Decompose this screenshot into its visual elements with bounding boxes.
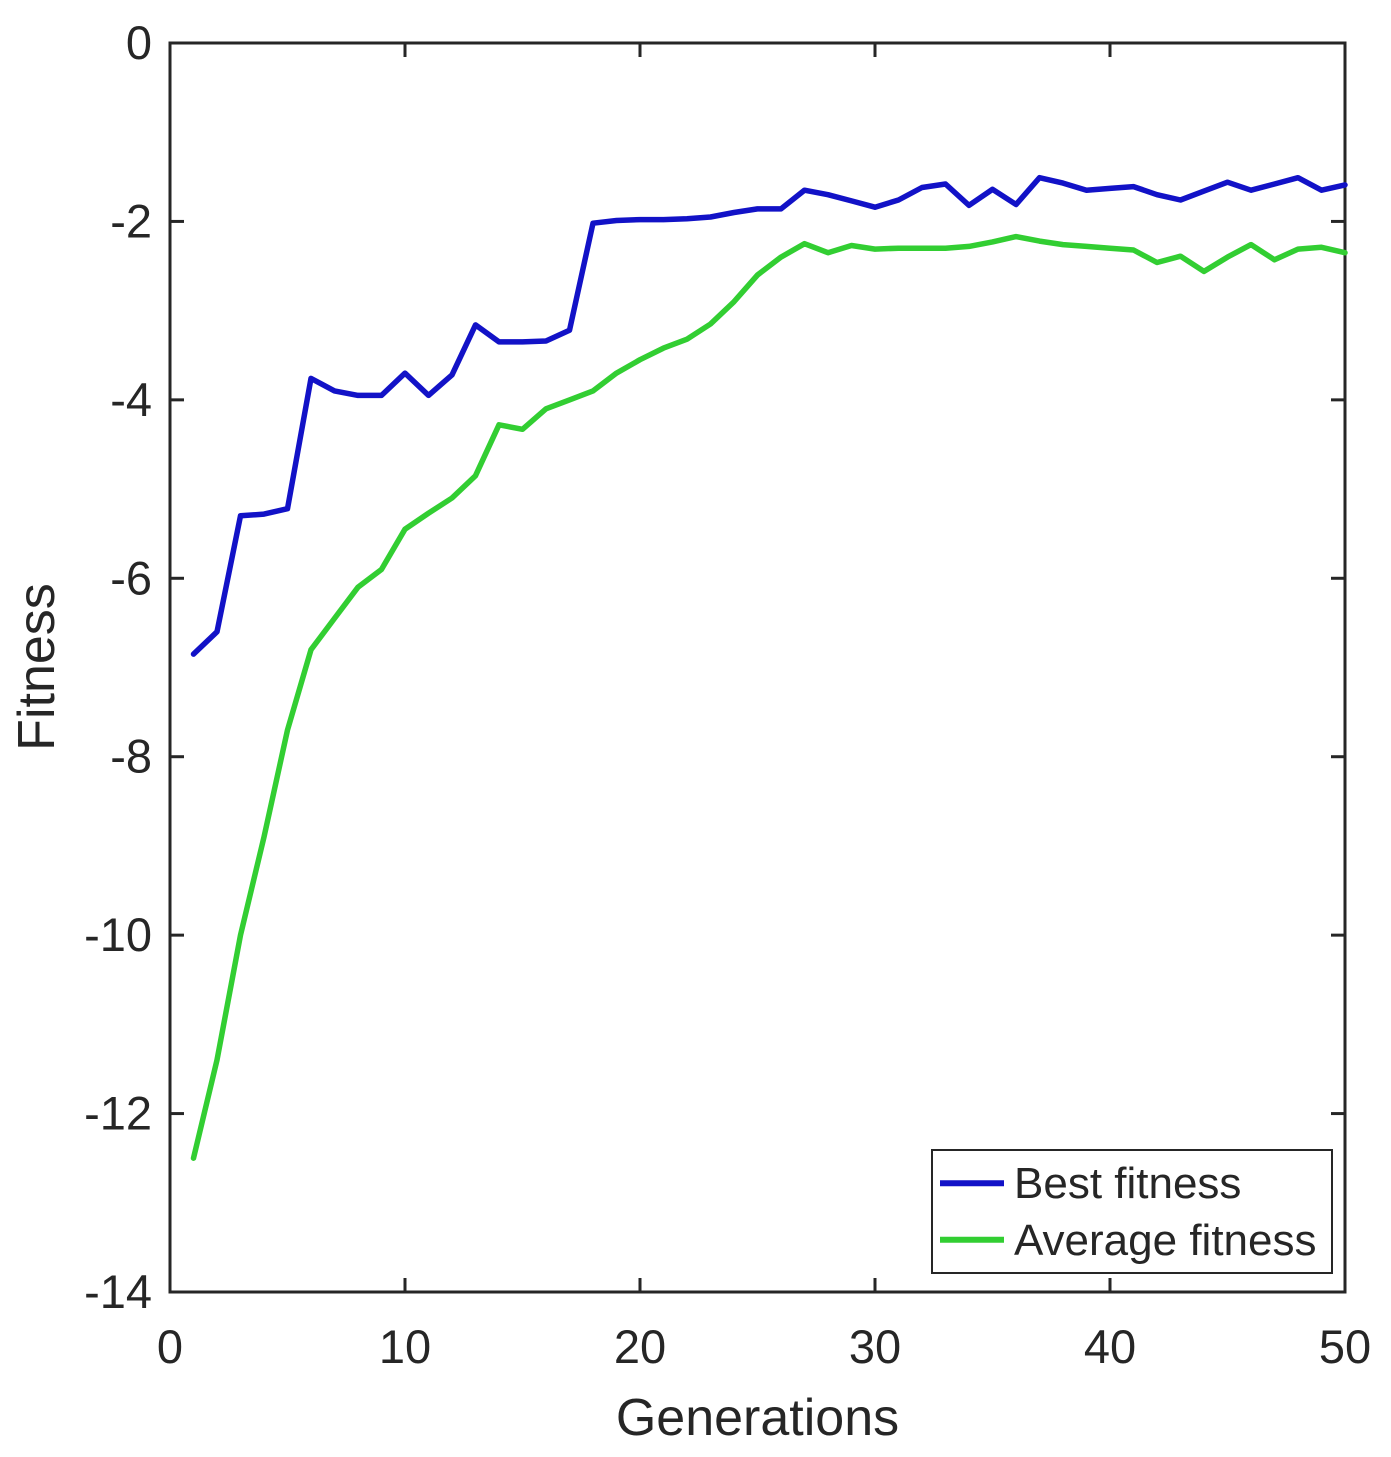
- y-tick-label: -6: [110, 551, 152, 604]
- x-tick-label: 50: [1319, 1320, 1371, 1373]
- legend-item-best-fitness: Best fitness: [940, 1159, 1241, 1208]
- y-tick-label: -10: [84, 908, 152, 961]
- y-axis-label: Fitness: [8, 583, 66, 751]
- x-tick-label: 30: [849, 1320, 901, 1373]
- legend-label: Best fitness: [1014, 1159, 1241, 1208]
- legend-border: [931, 1149, 1333, 1274]
- legend-label: Average fitness: [1014, 1216, 1316, 1265]
- y-tick-label: -12: [84, 1087, 152, 1140]
- plot-box: [168, 41, 1347, 1294]
- y-tick-label: -4: [110, 373, 152, 426]
- legend: Best fitness Average fitness: [931, 1149, 1333, 1274]
- y-tick-label: -14: [84, 1265, 152, 1318]
- x-tick-label: 10: [379, 1320, 431, 1373]
- x-tick-label: 0: [157, 1320, 183, 1373]
- y-tick-label: -2: [110, 194, 152, 247]
- average-fitness-line: [190, 233, 1348, 1161]
- y-tick-label: 0: [126, 16, 152, 69]
- y-tick-label: -8: [110, 730, 152, 783]
- x-tick-label: 20: [614, 1320, 666, 1373]
- legend-item-average-fitness: Average fitness: [940, 1216, 1316, 1265]
- x-tick-label: 40: [1084, 1320, 1136, 1373]
- best-fitness-line: [190, 174, 1348, 657]
- x-axis-label: Generations: [615, 1389, 900, 1447]
